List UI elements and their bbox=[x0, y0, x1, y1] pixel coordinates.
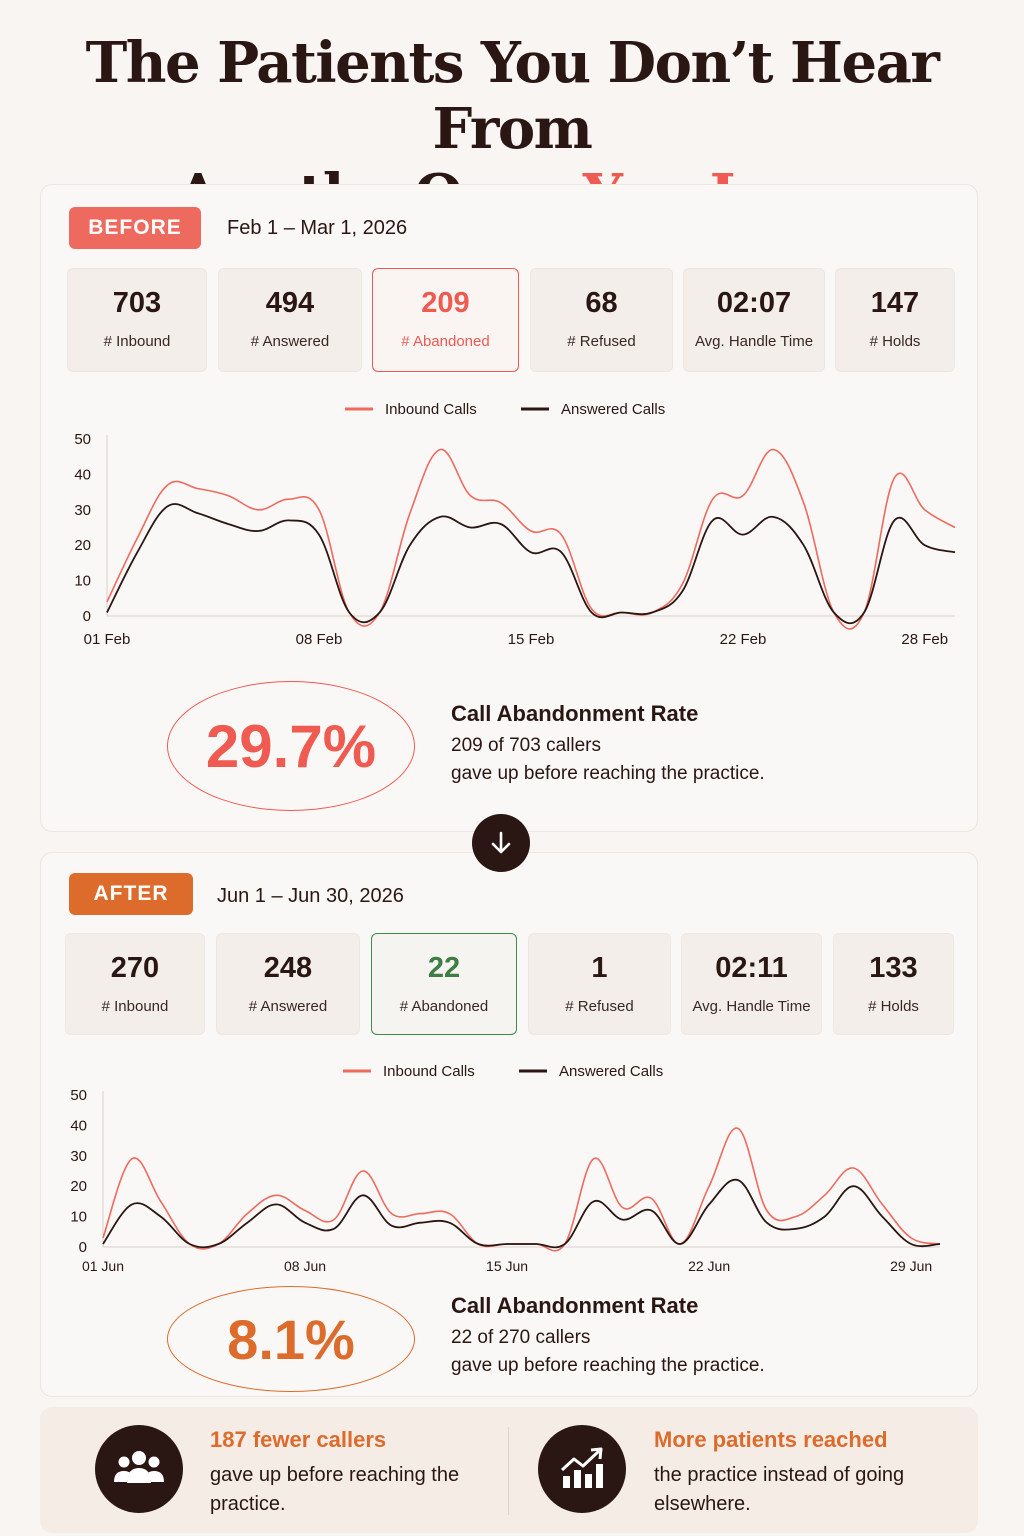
y-tick-label: 20 bbox=[70, 1178, 87, 1195]
x-tick-label: 01 Jun bbox=[82, 1258, 124, 1274]
series-line-inbound bbox=[102, 1127, 941, 1252]
kpi-value: 133 bbox=[869, 952, 918, 984]
y-tick-label: 10 bbox=[74, 573, 91, 590]
footer-divider bbox=[508, 1427, 509, 1515]
after-panel: AFTER Jun 1 – Jun 30, 2026 270 # Inbound… bbox=[40, 852, 978, 1397]
kpi-value: 02:07 bbox=[716, 287, 792, 319]
legend-label: Answered Calls bbox=[559, 1063, 663, 1080]
kpi-label: # Holds bbox=[868, 998, 919, 1015]
kpi-label: # Inbound bbox=[103, 333, 171, 350]
legend-label: Inbound Calls bbox=[383, 1063, 475, 1080]
x-tick-label: 15 Jun bbox=[486, 1258, 528, 1274]
kpi-label: Avg. Handle Time bbox=[692, 998, 811, 1015]
kpi-refused: 1 # Refused bbox=[528, 933, 671, 1035]
y-tick-label: 20 bbox=[74, 537, 91, 554]
before-rate-value: 29.7% bbox=[167, 681, 415, 811]
kpi-holds: 133 # Holds bbox=[833, 933, 954, 1035]
after-rate-value: 8.1% bbox=[167, 1286, 415, 1392]
kpi-answered: 494 # Answered bbox=[218, 268, 362, 372]
rate-title: Call Abandonment Rate bbox=[451, 701, 699, 726]
x-tick-label: 01 Feb bbox=[84, 631, 131, 648]
kpi-label: # Refused bbox=[567, 333, 636, 350]
kpi-abandoned: 209 # Abandoned bbox=[372, 268, 519, 372]
x-tick-label: 22 Feb bbox=[720, 631, 767, 648]
y-tick-label: 10 bbox=[70, 1209, 87, 1226]
before-rate-text: Call Abandonment Rate 209 of 703 callers… bbox=[451, 701, 765, 785]
footer-left-body: gave up before reaching the practice. bbox=[210, 1464, 460, 1515]
kpi-refused: 68 # Refused bbox=[530, 268, 673, 372]
kpi-label: # Answered bbox=[250, 333, 330, 350]
kpi-value: 494 bbox=[265, 287, 315, 319]
kpi-label: # Holds bbox=[869, 333, 921, 350]
kpi-label: # Abandoned bbox=[399, 998, 489, 1015]
kpi-value: 02:11 bbox=[715, 952, 788, 984]
kpi-value: 703 bbox=[112, 287, 162, 319]
kpi-label: # Abandoned bbox=[401, 333, 490, 350]
rate-line-2: gave up before reaching the practice. bbox=[451, 763, 765, 784]
people-icon bbox=[95, 1425, 183, 1513]
kpi-handle-time: 02:11 Avg. Handle Time bbox=[681, 933, 822, 1035]
title-line-1: The Patients You Don’t Hear From bbox=[85, 30, 940, 162]
before-tag: BEFORE bbox=[69, 207, 201, 249]
x-tick-label: 08 Feb bbox=[296, 631, 343, 648]
kpi-label: # Refused bbox=[565, 998, 634, 1015]
x-tick-label: 08 Jun bbox=[284, 1258, 326, 1274]
after-period: Jun 1 – Jun 30, 2026 bbox=[217, 885, 404, 907]
rate-line-1: 22 of 270 callers bbox=[451, 1327, 591, 1348]
after-rate-text: Call Abandonment Rate 22 of 270 callers … bbox=[451, 1293, 765, 1377]
legend-label: Inbound Calls bbox=[385, 401, 477, 418]
kpi-holds: 147 # Holds bbox=[835, 268, 955, 372]
kpi-inbound: 703 # Inbound bbox=[67, 268, 207, 372]
kpi-value: 209 bbox=[421, 287, 470, 319]
growth-chart-icon bbox=[538, 1425, 626, 1513]
kpi-handle-time: 02:07 Avg. Handle Time bbox=[683, 268, 825, 372]
footer-left-title: 187 fewer callers bbox=[210, 1427, 387, 1452]
footer-right-title: More patients reached bbox=[654, 1427, 888, 1452]
kpi-value: 68 bbox=[585, 287, 618, 319]
rate-title: Call Abandonment Rate bbox=[451, 1293, 699, 1318]
y-tick-label: 0 bbox=[83, 608, 91, 625]
y-tick-label: 40 bbox=[74, 466, 91, 483]
x-tick-label: 28 Feb bbox=[901, 631, 948, 648]
series-line-inbound bbox=[106, 448, 956, 630]
kpi-label: Avg. Handle Time bbox=[694, 333, 814, 350]
kpi-label: # Inbound bbox=[101, 998, 169, 1015]
footer-right-text: More patients reached the practice inste… bbox=[654, 1427, 914, 1519]
kpi-abandoned: 22 # Abandoned bbox=[371, 933, 517, 1035]
summary-footer: 187 fewer callers gave up before reachin… bbox=[40, 1407, 978, 1533]
x-tick-label: 15 Feb bbox=[508, 631, 555, 648]
y-tick-label: 50 bbox=[74, 431, 91, 448]
x-tick-label: 29 Jun bbox=[890, 1258, 932, 1274]
chart-legend: Inbound Calls Answered Calls bbox=[343, 1063, 663, 1080]
chart-legend: Inbound Calls Answered Calls bbox=[345, 401, 665, 418]
after-line-chart: Inbound Calls Answered Calls 0 10 20 30 40 50 01… bbox=[70, 1063, 941, 1274]
kpi-value: 1 bbox=[591, 952, 608, 984]
kpi-value: 270 bbox=[110, 952, 160, 984]
footer-left-text: 187 fewer callers gave up before reachin… bbox=[210, 1427, 470, 1519]
x-tick-label: 22 Jun bbox=[688, 1258, 730, 1274]
kpi-answered: 248 # Answered bbox=[216, 933, 360, 1035]
series-line-answered bbox=[102, 1178, 941, 1249]
y-tick-label: 30 bbox=[74, 502, 91, 519]
kpi-value: 147 bbox=[870, 287, 920, 319]
kpi-value: 248 bbox=[263, 952, 313, 984]
before-line-chart: Inbound Calls Answered Calls 0 10 20 30 40 50 01… bbox=[74, 401, 956, 648]
series-line-answered bbox=[106, 503, 956, 625]
kpi-inbound: 270 # Inbound bbox=[65, 933, 205, 1035]
before-period: Feb 1 – Mar 1, 2026 bbox=[227, 217, 408, 239]
arrow-down-icon bbox=[472, 814, 530, 872]
before-panel: BEFORE Feb 1 – Mar 1, 2026 703 # Inbound… bbox=[40, 184, 978, 832]
legend-label: Answered Calls bbox=[561, 401, 665, 418]
kpi-value: 22 bbox=[427, 952, 461, 984]
rate-line-1: 209 of 703 callers bbox=[451, 735, 601, 756]
rate-line-2: gave up before reaching the practice. bbox=[451, 1355, 765, 1376]
y-tick-label: 50 bbox=[70, 1087, 87, 1104]
kpi-label: # Answered bbox=[248, 998, 328, 1015]
footer-right-body: the practice instead of going elsewhere. bbox=[654, 1464, 905, 1515]
y-tick-label: 30 bbox=[70, 1148, 87, 1165]
y-tick-label: 0 bbox=[79, 1239, 87, 1256]
after-tag: AFTER bbox=[69, 873, 193, 915]
y-tick-label: 40 bbox=[70, 1117, 87, 1134]
